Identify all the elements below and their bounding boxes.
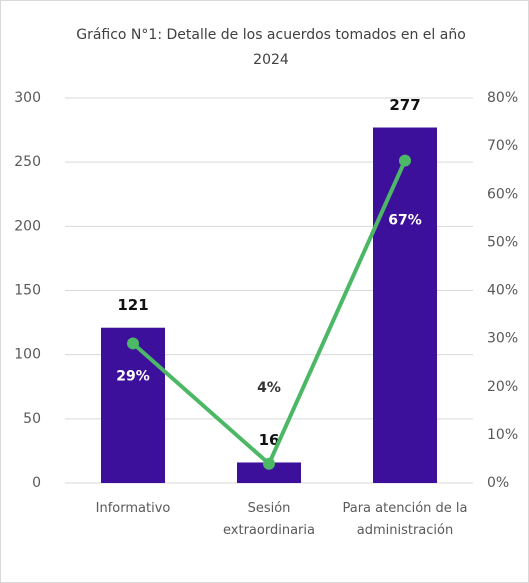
bar [237,462,301,483]
line-point [263,457,275,470]
y2-tick-label: 0% [487,475,509,491]
data-label: 29% [116,368,150,384]
x-tick-label: Sesión extraordinaria [223,501,315,538]
y2-tick-label: 70% [487,138,518,154]
data-label: 16 [259,431,280,449]
y-tick-label: 0 [32,475,41,491]
y-tick-label: 250 [14,154,41,170]
y-tick-label: 100 [14,347,41,363]
y2-tick-label: 30% [487,331,518,347]
y2-tick-label: 50% [487,234,518,250]
bar [373,127,437,484]
data-label: 4% [257,380,281,396]
y-tick-label: 50 [23,411,41,427]
chart-title: Gráfico N°1: Detalle de los acuerdos tom… [76,27,466,68]
y2-tick-label: 20% [487,379,518,395]
y2-tick-label: 40% [487,283,518,299]
y-tick-label: 300 [14,90,41,106]
y2-tick-label: 10% [487,427,518,443]
line-point [399,154,411,167]
x-tick-label: Informativo [95,501,171,516]
y2-tick-label: 60% [487,186,518,202]
y2-tick-label: 80% [487,90,518,106]
x-tick-label: Para atención de la administración [342,501,468,538]
data-label: 67% [388,213,422,229]
line [131,159,407,468]
y-tick-label: 150 [14,283,41,299]
data-label: 121 [117,296,148,314]
y-tick-label: 200 [14,218,41,234]
data-label: 277 [389,96,420,114]
line-point [127,337,139,350]
bar [101,327,165,483]
